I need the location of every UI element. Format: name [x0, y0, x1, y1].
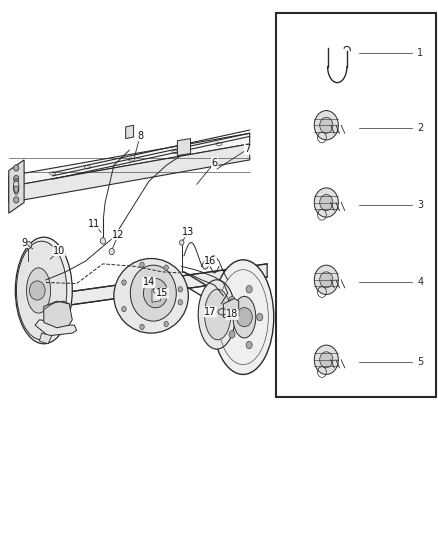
Ellipse shape: [15, 237, 72, 344]
Circle shape: [14, 175, 19, 182]
Circle shape: [246, 286, 252, 293]
Polygon shape: [39, 333, 52, 344]
Circle shape: [164, 265, 168, 270]
Text: 18: 18: [226, 310, 238, 319]
Text: 4: 4: [417, 278, 424, 287]
Text: 8: 8: [137, 131, 143, 141]
Text: 13: 13: [182, 227, 194, 237]
Ellipse shape: [320, 117, 333, 133]
Text: 5: 5: [417, 358, 424, 367]
Text: 17: 17: [204, 307, 216, 317]
Ellipse shape: [320, 195, 333, 211]
Circle shape: [212, 309, 217, 314]
Circle shape: [122, 280, 126, 285]
Circle shape: [14, 165, 19, 171]
Circle shape: [164, 321, 168, 327]
Circle shape: [229, 330, 235, 338]
Circle shape: [178, 287, 183, 292]
Bar: [276, 13, 436, 397]
Text: 7: 7: [244, 144, 251, 154]
Circle shape: [14, 186, 19, 192]
Polygon shape: [152, 288, 161, 302]
Ellipse shape: [314, 345, 338, 374]
Ellipse shape: [314, 265, 338, 294]
Ellipse shape: [320, 272, 333, 288]
Text: 12: 12: [112, 230, 124, 239]
Text: 15: 15: [156, 288, 168, 298]
Ellipse shape: [114, 259, 188, 333]
Circle shape: [140, 324, 144, 329]
Circle shape: [162, 293, 166, 298]
Polygon shape: [9, 144, 250, 203]
Ellipse shape: [27, 268, 51, 313]
Ellipse shape: [130, 265, 176, 321]
Circle shape: [25, 241, 32, 249]
Circle shape: [14, 197, 19, 203]
Polygon shape: [9, 160, 24, 213]
Ellipse shape: [212, 260, 274, 374]
Circle shape: [140, 262, 144, 268]
Ellipse shape: [314, 188, 338, 217]
Circle shape: [153, 288, 158, 293]
Ellipse shape: [314, 110, 338, 140]
Ellipse shape: [320, 352, 333, 368]
Circle shape: [180, 240, 184, 245]
Ellipse shape: [16, 241, 67, 340]
Circle shape: [246, 341, 252, 349]
Text: 6: 6: [212, 158, 218, 167]
Text: 16: 16: [204, 256, 216, 266]
Text: 1: 1: [417, 49, 424, 58]
Polygon shape: [22, 264, 267, 312]
Polygon shape: [223, 298, 239, 320]
Ellipse shape: [233, 296, 256, 338]
Text: 9: 9: [21, 238, 27, 247]
Ellipse shape: [198, 280, 236, 349]
Text: 14: 14: [143, 278, 155, 287]
Circle shape: [109, 248, 114, 255]
Circle shape: [257, 313, 263, 321]
Text: 10: 10: [53, 246, 65, 255]
Circle shape: [29, 281, 45, 300]
Text: 3: 3: [417, 200, 424, 210]
Polygon shape: [177, 139, 191, 156]
Polygon shape: [44, 301, 72, 328]
Polygon shape: [35, 320, 77, 336]
Circle shape: [237, 308, 252, 327]
Polygon shape: [9, 133, 250, 187]
Circle shape: [100, 238, 106, 244]
Ellipse shape: [143, 278, 167, 308]
Circle shape: [178, 300, 183, 305]
Text: 11: 11: [88, 219, 100, 229]
Circle shape: [122, 306, 126, 312]
Circle shape: [229, 296, 235, 304]
Text: 2: 2: [417, 123, 424, 133]
Ellipse shape: [205, 289, 231, 340]
Polygon shape: [126, 125, 134, 139]
